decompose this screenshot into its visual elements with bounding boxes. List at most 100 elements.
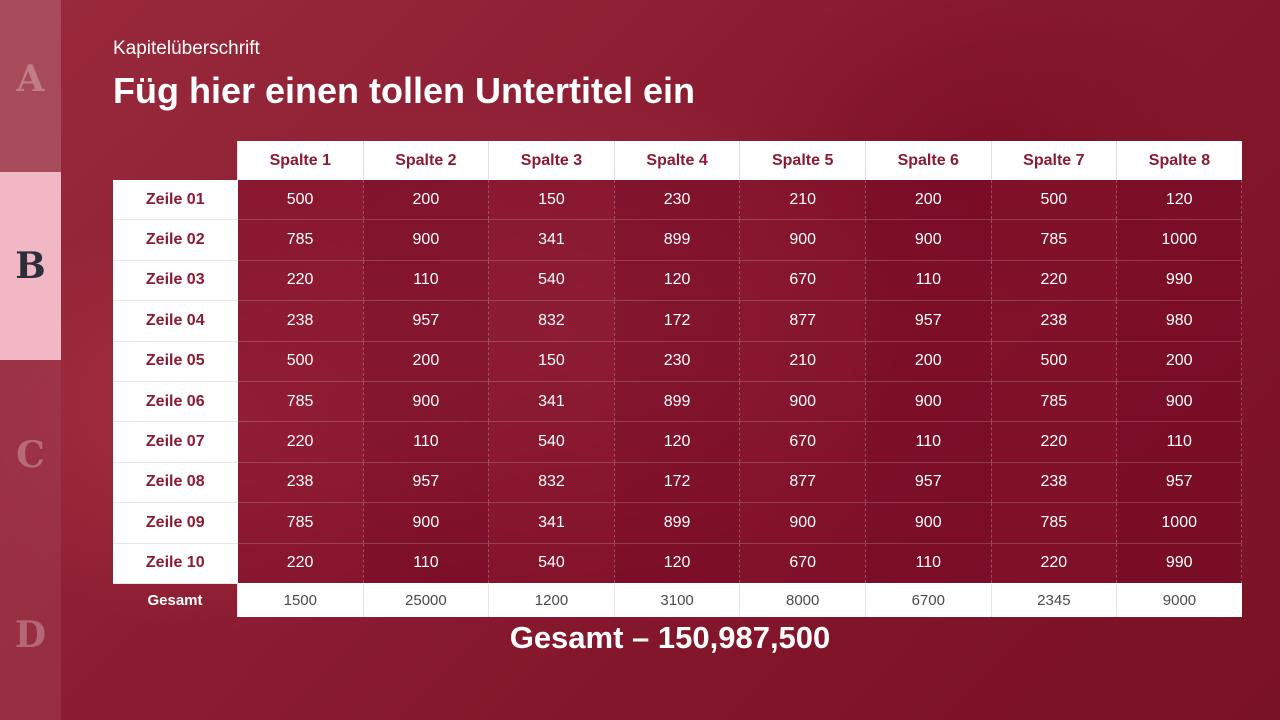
- table-cell: 200: [1116, 341, 1243, 382]
- table-cell: 150: [488, 341, 615, 382]
- column-header: Spalte 2: [362, 141, 489, 180]
- table-cell: 832: [488, 462, 615, 504]
- table-cell: 110: [865, 543, 992, 584]
- total-cell: 1500: [237, 583, 364, 617]
- total-cell: 25000: [362, 583, 489, 617]
- table-cell: 200: [363, 180, 490, 221]
- table-corner: [113, 141, 238, 180]
- table-cell: 957: [1116, 462, 1243, 504]
- table-cell: 110: [363, 543, 490, 584]
- table-cell: 220: [237, 543, 364, 584]
- table-header-row: Spalte 1 Spalte 2 Spalte 3 Spalte 4 Spal…: [113, 141, 1242, 180]
- table-cell: 957: [363, 462, 490, 504]
- table-total-row: Gesamt 1500 25000 1200 3100 8000 6700 23…: [113, 583, 1242, 617]
- table-cell: 785: [991, 219, 1118, 261]
- table-cell: 900: [739, 219, 866, 261]
- table-cell: 670: [739, 260, 866, 302]
- table-cell: 900: [363, 381, 490, 423]
- table-cell: 899: [614, 219, 741, 261]
- column-header: Spalte 4: [613, 141, 740, 180]
- row-header: Zeile 05: [113, 341, 238, 382]
- table-cell: 200: [865, 180, 992, 221]
- table-cell: 900: [739, 381, 866, 423]
- table-cell: 832: [488, 300, 615, 342]
- table-cell: 899: [614, 502, 741, 544]
- table-cell: 670: [739, 421, 866, 463]
- table-cell: 785: [991, 502, 1118, 544]
- table-cell: 900: [363, 219, 490, 261]
- table-cell: 670: [739, 543, 866, 584]
- table-row: Zeile 08 238 957 832 172 877 957 238 957: [113, 462, 1243, 504]
- table-row: Zeile 05 500 200 150 230 210 200 500 200: [113, 341, 1243, 382]
- table-cell: 540: [488, 543, 615, 584]
- table-cell: 341: [488, 502, 615, 544]
- table-cell: 238: [991, 300, 1118, 342]
- total-cell: 6700: [864, 583, 992, 617]
- row-header: Zeile 08: [113, 462, 238, 504]
- page-subtitle: Füg hier einen tollen Untertitel ein: [113, 70, 696, 111]
- table-cell: 120: [614, 260, 741, 302]
- table-cell: 210: [739, 180, 866, 221]
- table-cell: 341: [488, 219, 615, 261]
- row-header: Zeile 07: [113, 421, 238, 463]
- table-cell: 900: [865, 381, 992, 423]
- table-cell: 500: [991, 341, 1118, 382]
- column-header: Spalte 5: [739, 141, 866, 180]
- table-cell: 238: [237, 300, 364, 342]
- table-body: Zeile 01 500 200 150 230 210 200 500 120 Zeile 02…: [113, 180, 1243, 584]
- total-label: Gesamt: [147, 591, 203, 609]
- table-cell: 785: [237, 219, 364, 261]
- section-tab-c[interactable]: C: [16, 434, 45, 476]
- table-cell: 110: [363, 421, 490, 463]
- table-cell: 120: [614, 421, 741, 463]
- table-cell: 877: [739, 462, 866, 504]
- table-cell: 900: [363, 502, 490, 544]
- table-cell: 957: [363, 300, 490, 342]
- table-cell: 200: [363, 341, 490, 382]
- total-cell: 1200: [488, 583, 615, 617]
- total-cell: 2345: [990, 583, 1117, 617]
- row-header: Zeile 04: [113, 300, 238, 342]
- chapter-heading: Kapitelüberschrift: [113, 38, 260, 59]
- table-cell: 785: [991, 381, 1118, 423]
- table-cell: 877: [739, 300, 866, 342]
- table-cell: 785: [237, 381, 364, 423]
- table-cell: 900: [865, 502, 992, 544]
- total-cell: 3100: [613, 583, 740, 617]
- section-tab-d[interactable]: D: [14, 614, 47, 656]
- row-header: Zeile 09: [113, 502, 238, 544]
- table-cell: 110: [865, 260, 992, 302]
- section-tab-b-active[interactable]: B: [0, 172, 61, 360]
- table-cell: 500: [237, 180, 364, 221]
- row-header: Zeile 10: [113, 543, 238, 584]
- column-header: Spalte 8: [1116, 141, 1242, 180]
- table-cell: 785: [237, 502, 364, 544]
- table-cell: 1000: [1116, 219, 1243, 261]
- table-cell: 172: [614, 462, 741, 504]
- total-cell: 9000: [1116, 583, 1242, 617]
- table-cell: 200: [865, 341, 992, 382]
- table-cell: 220: [237, 260, 364, 302]
- table-cell: 500: [991, 180, 1118, 221]
- row-header: Zeile 02: [113, 219, 238, 261]
- table-cell: 120: [614, 543, 741, 584]
- table-cell: 980: [1116, 300, 1243, 342]
- table-cell: 990: [1116, 543, 1243, 584]
- table-cell: 957: [865, 300, 992, 342]
- table-row: Zeile 01 500 200 150 230 210 200 500 120: [113, 180, 1243, 221]
- table-cell: 900: [865, 219, 992, 261]
- section-sidebar: A B C D: [0, 0, 61, 720]
- section-tab-a[interactable]: A: [0, 0, 61, 172]
- table-cell: 341: [488, 381, 615, 423]
- table-row: Zeile 06 785 900 341 899 900 900 785 900: [113, 381, 1243, 423]
- row-header: Zeile 06: [113, 381, 238, 423]
- table-cell: 990: [1116, 260, 1243, 302]
- table-cell: 230: [614, 180, 741, 221]
- table-cell: 120: [1116, 180, 1243, 221]
- table-cell: 150: [488, 180, 615, 221]
- table-row: Zeile 09 785 900 341 899 900 900 785 1000: [113, 502, 1243, 544]
- table-cell: 900: [1116, 381, 1243, 423]
- column-header: Spalte 1: [237, 141, 364, 180]
- table-cell: 900: [739, 502, 866, 544]
- table-row: Zeile 07 220 110 540 120 670 110 220 110: [113, 421, 1243, 463]
